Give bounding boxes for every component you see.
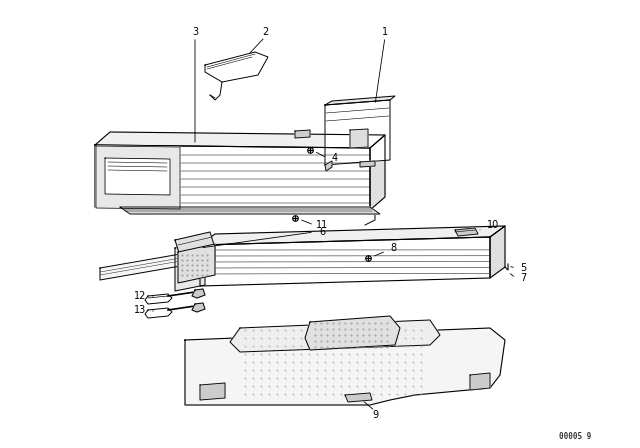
Text: 6: 6 (319, 227, 325, 237)
Polygon shape (490, 226, 505, 278)
Polygon shape (200, 226, 505, 245)
Polygon shape (145, 294, 172, 304)
Text: 8: 8 (390, 243, 396, 253)
Polygon shape (205, 52, 268, 82)
Polygon shape (120, 207, 380, 214)
Polygon shape (175, 232, 215, 256)
Polygon shape (470, 373, 490, 390)
Text: 10: 10 (487, 220, 499, 230)
Polygon shape (95, 145, 370, 210)
Polygon shape (230, 320, 440, 352)
Text: 3: 3 (192, 27, 198, 37)
Text: 2: 2 (262, 27, 268, 37)
Text: 12: 12 (134, 291, 146, 301)
Polygon shape (192, 303, 205, 312)
Polygon shape (350, 129, 368, 148)
Polygon shape (185, 328, 505, 405)
Polygon shape (305, 316, 400, 350)
Polygon shape (200, 383, 225, 400)
Polygon shape (325, 100, 390, 165)
Text: 1: 1 (382, 27, 388, 37)
Text: 5: 5 (520, 263, 526, 273)
Polygon shape (175, 242, 205, 291)
Polygon shape (192, 289, 205, 298)
Polygon shape (145, 308, 172, 318)
Polygon shape (95, 132, 385, 148)
Polygon shape (200, 237, 490, 286)
Polygon shape (345, 393, 372, 402)
Polygon shape (295, 130, 310, 138)
Polygon shape (455, 228, 478, 236)
Polygon shape (96, 146, 180, 209)
Text: 00005 9: 00005 9 (559, 431, 591, 440)
Text: 11: 11 (316, 220, 328, 230)
Polygon shape (325, 96, 395, 105)
Polygon shape (100, 248, 215, 280)
Text: 9: 9 (372, 410, 378, 420)
Polygon shape (370, 135, 385, 210)
Text: 7: 7 (520, 273, 526, 283)
Polygon shape (360, 161, 375, 167)
Polygon shape (105, 158, 170, 195)
Polygon shape (325, 161, 332, 171)
Polygon shape (178, 244, 215, 283)
Text: 13: 13 (134, 305, 146, 315)
Text: 4: 4 (332, 153, 338, 163)
